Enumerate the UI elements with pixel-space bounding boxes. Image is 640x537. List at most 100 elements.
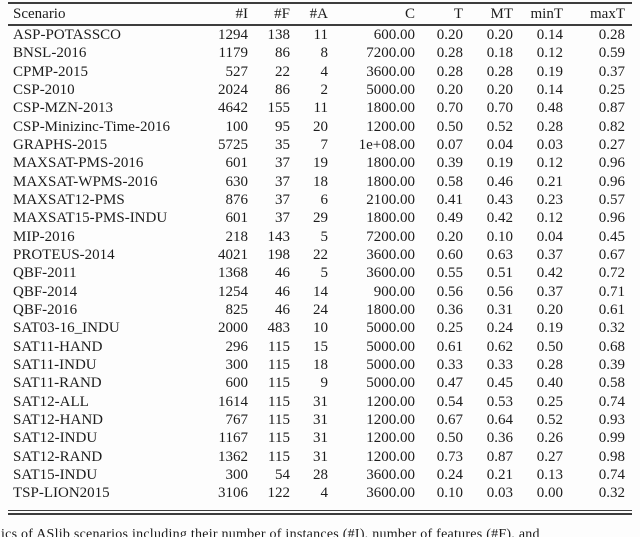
value-cell: 31 bbox=[313, 411, 328, 428]
value-cell: 2000 bbox=[218, 320, 248, 337]
value-cell: 115 bbox=[268, 338, 290, 355]
value-cell: 0.32 bbox=[598, 485, 625, 502]
value-cell: 0.32 bbox=[598, 320, 625, 337]
value-cell: 35 bbox=[275, 136, 290, 153]
value-cell: 4 bbox=[320, 63, 329, 80]
value-cell: 19 bbox=[313, 155, 328, 172]
table-row: SAT15-INDU 300 54 28 3600.00 0.24 0.21 0.13 0.74 bbox=[8, 466, 632, 484]
value-cell: 0.47 bbox=[436, 375, 463, 392]
value-cell: 3600.00 bbox=[366, 485, 415, 502]
value-cell: 0.61 bbox=[598, 301, 625, 318]
value-cell: 218 bbox=[225, 228, 249, 245]
value-cell: 0.28 bbox=[598, 27, 625, 43]
value-cell: 0.28 bbox=[486, 63, 513, 80]
table-row: SAT12-ALL 1614 115 31 1200.00 0.54 0.53 0.25 0.7… bbox=[8, 393, 632, 411]
table-row: MIP-2016 218 143 5 7200.00 0.20 0.10 0.04 0.45 bbox=[8, 228, 632, 246]
value-cell: 0.93 bbox=[598, 411, 625, 428]
value-cell: 0.49 bbox=[436, 210, 463, 227]
table-row: QBF-2014 1254 46 14 900.00 0.56 0.56 0.37 0.71 bbox=[8, 283, 632, 301]
value-cell: 0.20 bbox=[486, 81, 513, 98]
scenario-cell: SAT12-RAND bbox=[13, 448, 103, 465]
value-cell: 1167 bbox=[218, 430, 248, 447]
value-cell: 1800.00 bbox=[366, 100, 415, 117]
value-cell: 0.70 bbox=[436, 100, 463, 117]
scenario-cell: MAXSAT-PMS-2016 bbox=[13, 155, 144, 172]
value-cell: 0.43 bbox=[486, 191, 513, 208]
value-cell: 46 bbox=[275, 283, 290, 300]
value-cell: 0.45 bbox=[486, 375, 513, 392]
scenario-cell: SAT11-RAND bbox=[13, 375, 102, 392]
value-cell: 11 bbox=[313, 27, 328, 43]
value-cell: 4021 bbox=[218, 246, 248, 263]
value-cell: 0.20 bbox=[486, 27, 513, 43]
value-cell: 14 bbox=[313, 283, 328, 300]
value-cell: 115 bbox=[268, 411, 290, 428]
value-cell: 0.23 bbox=[536, 191, 563, 208]
scenario-cell: MAXSAT15-PMS-INDU bbox=[13, 210, 168, 227]
value-cell: 0.51 bbox=[486, 265, 513, 282]
value-cell: 0.10 bbox=[436, 485, 463, 502]
value-cell: 3600.00 bbox=[366, 265, 415, 282]
value-cell: 22 bbox=[275, 63, 290, 80]
table-row: MAXSAT12-PMS 876 37 6 2100.00 0.41 0.43 0.23 0.5… bbox=[8, 191, 632, 209]
scenario-cell: ASP-POTASSCO bbox=[13, 27, 122, 43]
value-cell: 37 bbox=[275, 173, 290, 190]
table-row: SAT12-RAND 1362 115 31 1200.00 0.73 0.87 0.27 0.… bbox=[8, 448, 632, 466]
value-cell: 31 bbox=[313, 448, 328, 465]
scenario-cell: SAT12-HAND bbox=[13, 411, 103, 428]
value-cell: 296 bbox=[225, 338, 249, 355]
scenario-cell: SAT12-ALL bbox=[13, 393, 89, 410]
value-cell: 0.19 bbox=[536, 320, 563, 337]
value-cell: 0.04 bbox=[486, 136, 513, 153]
value-cell: 0.03 bbox=[536, 136, 563, 153]
value-cell: 15 bbox=[313, 338, 328, 355]
value-cell: 0.25 bbox=[536, 393, 563, 410]
value-cell: 46 bbox=[275, 265, 290, 282]
scenario-cell: TSP-LION2015 bbox=[13, 485, 110, 502]
value-cell: 0.20 bbox=[436, 81, 463, 98]
scenario-cell: QBF-2011 bbox=[13, 265, 77, 282]
value-cell: 300 bbox=[225, 356, 249, 373]
scenario-cell: CSP-2010 bbox=[13, 81, 75, 98]
value-cell: 24 bbox=[313, 301, 328, 318]
value-cell: 0.36 bbox=[486, 430, 513, 447]
value-cell: 115 bbox=[268, 375, 290, 392]
value-cell: 483 bbox=[267, 320, 291, 337]
value-cell: 18 bbox=[313, 356, 328, 373]
value-cell: 155 bbox=[267, 100, 291, 117]
value-cell: 28 bbox=[313, 466, 328, 483]
scenario-cell: QBF-2016 bbox=[13, 301, 78, 318]
value-cell: 600 bbox=[225, 375, 249, 392]
value-cell: 0.56 bbox=[486, 283, 513, 300]
value-cell: 527 bbox=[225, 63, 249, 80]
value-cell: 0.37 bbox=[536, 246, 563, 263]
column-header-mint: minT bbox=[513, 4, 563, 26]
value-cell: 5000.00 bbox=[366, 81, 415, 98]
value-cell: 0.57 bbox=[598, 191, 625, 208]
value-cell: 54 bbox=[275, 466, 290, 483]
scenario-cell: MIP-2016 bbox=[13, 228, 75, 245]
value-cell: 0.14 bbox=[536, 81, 563, 98]
value-cell: 20 bbox=[313, 118, 328, 135]
value-cell: 1254 bbox=[218, 283, 248, 300]
value-cell: 0.18 bbox=[486, 45, 513, 62]
value-cell: 0.67 bbox=[436, 411, 463, 428]
aslib-scenario-table: Scenario #I #F #A C T MT minT maxT ASP-POTASSCO 1… bbox=[8, 4, 632, 503]
scenario-cell: SAT03-16_INDU bbox=[13, 320, 120, 337]
table-row: CSP-2010 2024 86 2 5000.00 0.20 0.20 0.14 0.25 bbox=[8, 81, 632, 99]
value-cell: 37 bbox=[275, 155, 290, 172]
value-cell: 6 bbox=[320, 191, 329, 208]
value-cell: 0.60 bbox=[436, 246, 463, 263]
value-cell: 138 bbox=[267, 27, 291, 43]
table-row: MAXSAT15-PMS-INDU 601 37 29 1800.00 0.49 0.42 0… bbox=[8, 209, 632, 227]
value-cell: 0.50 bbox=[536, 338, 563, 355]
value-cell: 3600.00 bbox=[366, 466, 415, 483]
value-cell: 0.20 bbox=[436, 27, 463, 43]
column-header-maxt: maxT bbox=[563, 4, 632, 26]
value-cell: 115 bbox=[268, 430, 290, 447]
value-cell: 0.21 bbox=[486, 466, 513, 483]
value-cell: 0.19 bbox=[536, 63, 563, 80]
value-cell: 0.58 bbox=[436, 173, 463, 190]
value-cell: 0.20 bbox=[536, 301, 563, 318]
